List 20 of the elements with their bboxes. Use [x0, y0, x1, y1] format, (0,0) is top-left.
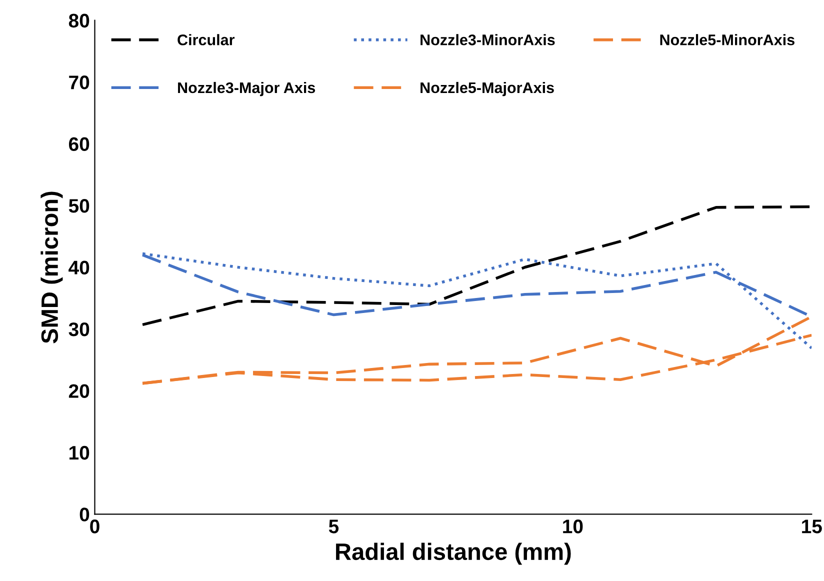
x-tick-label: 0	[90, 520, 100, 534]
legend-label: Nozzle5-MajorAxis	[420, 82, 554, 96]
y-tick-label: 0	[80, 508, 90, 522]
legend-label: Circular	[178, 34, 235, 46]
y-tick-label: 30	[68, 322, 90, 336]
y-tick-label: 20	[68, 384, 90, 398]
x-tick-label: 5	[328, 520, 339, 534]
x-axis-title: Radial distance (mm)	[336, 542, 571, 565]
y-tick-label: 50	[68, 198, 90, 213]
y-tick-label: 40	[68, 260, 90, 274]
legend-label: Nozzle3-Major Axis	[178, 82, 316, 96]
y-axis-title: SMD (micron)	[40, 192, 63, 344]
y-tick-label: 80	[68, 14, 90, 28]
y-tick-label: 10	[69, 446, 90, 460]
y-tick-label: 70	[69, 76, 90, 90]
legend-label: Nozzle3-MinorAxis	[420, 34, 555, 46]
y-tick-label: 60	[68, 137, 90, 152]
x-tick-label: 10	[563, 520, 583, 534]
legend-label: Nozzle5-MinorAxis	[660, 34, 794, 46]
x-tick-label: 15	[802, 520, 822, 534]
